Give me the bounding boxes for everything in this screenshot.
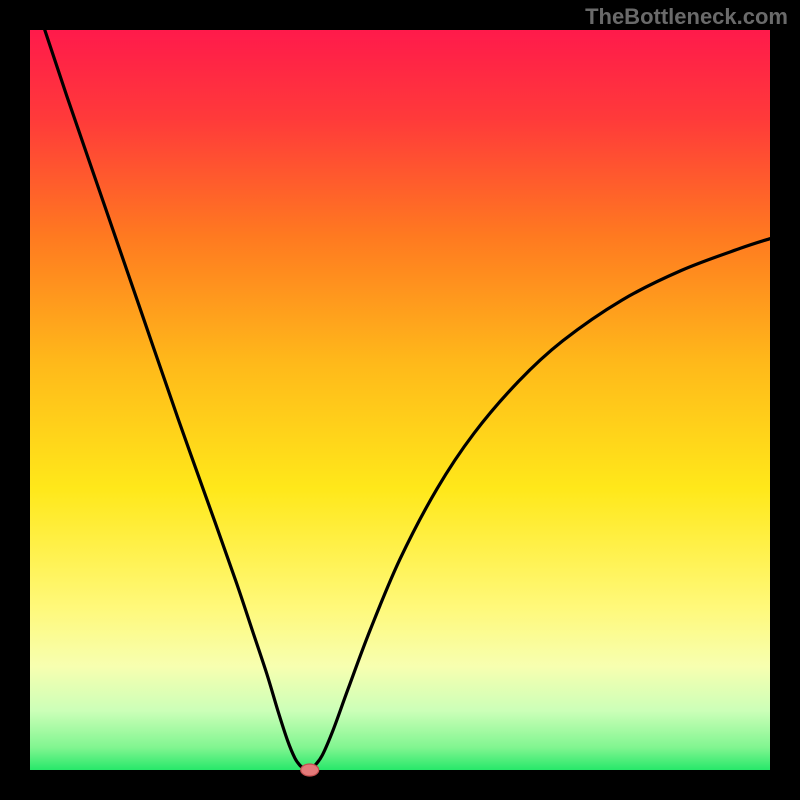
watermark-text: TheBottleneck.com [585, 4, 788, 30]
chart-frame: TheBottleneck.com [0, 0, 800, 800]
bottleneck-chart [0, 0, 800, 800]
minimum-marker [301, 764, 319, 776]
plot-background [30, 30, 770, 770]
